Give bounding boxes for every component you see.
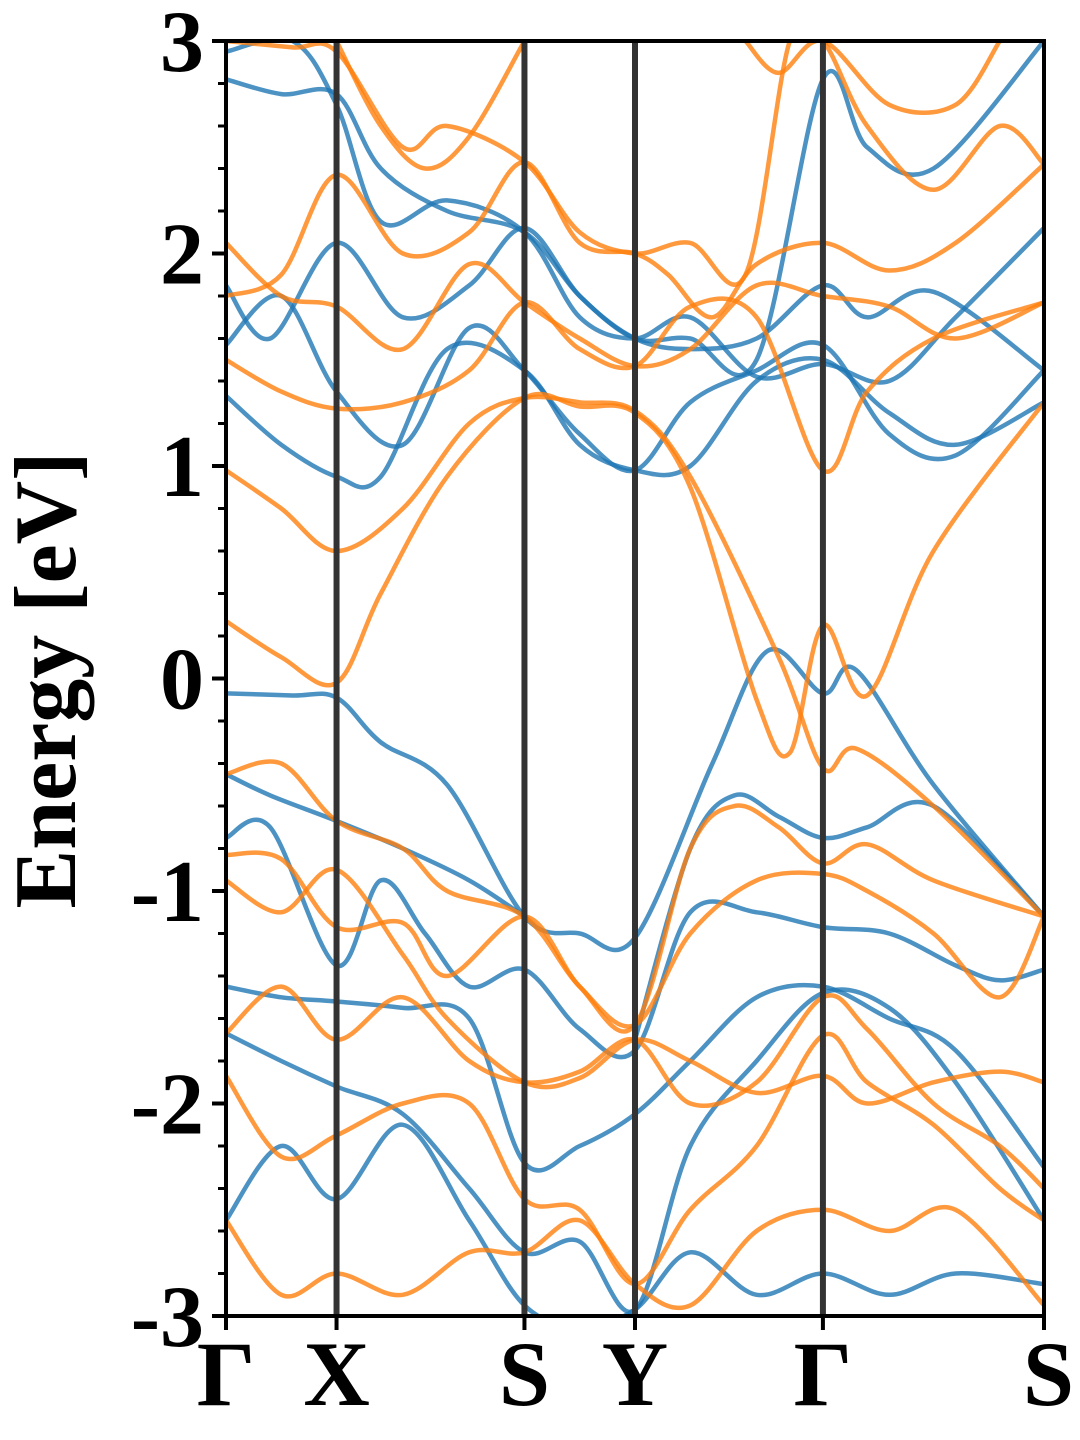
band-line-4 — [226, 982, 1044, 1173]
x-tick-label-2: S — [499, 1323, 550, 1425]
band-line-19 — [226, 1204, 1044, 1311]
band-line-11 — [226, 340, 1044, 490]
band-line-25 — [743, 41, 1003, 115]
band-line-2 — [632, 792, 1044, 1043]
y-tick-label-0: 3 — [160, 0, 204, 91]
kpoint-lines — [333, 41, 826, 1316]
x-tick-label-3: Y — [602, 1323, 668, 1425]
band-line-16 — [226, 866, 1044, 1106]
plot-frame — [224, 39, 1046, 1318]
band-line-10 — [226, 293, 1044, 474]
x-tick-label-5: S — [1023, 1323, 1074, 1425]
y-ticks: 3 2 1 0 -1 -2 -3 — [131, 0, 226, 1366]
x-tick-label-1: X — [303, 1323, 369, 1425]
band-line-7 — [226, 41, 1044, 378]
band-line-12 — [226, 391, 1044, 759]
band-line-1 — [226, 771, 527, 919]
y-tick-label-3: 0 — [160, 632, 204, 729]
band-line-3 — [226, 817, 1044, 1060]
band-lines — [226, 41, 1044, 1316]
y-tick-label-1: 2 — [160, 207, 204, 304]
y-tick-label-4: -1 — [131, 844, 204, 941]
y-tick-label-5: -2 — [131, 1057, 204, 1154]
band-line-24 — [334, 41, 527, 171]
x-tick-label-0: Γ — [197, 1323, 256, 1425]
x-tick-label-4: Γ — [794, 1323, 853, 1425]
y-axis-label: Energy [eV] — [0, 452, 95, 909]
band-line-8 — [226, 41, 1044, 385]
band-line-21 — [226, 240, 1044, 369]
band-line-23 — [226, 41, 1044, 287]
y-tick-label-6: -3 — [131, 1269, 204, 1366]
y-tick-label-2: 1 — [160, 419, 204, 516]
